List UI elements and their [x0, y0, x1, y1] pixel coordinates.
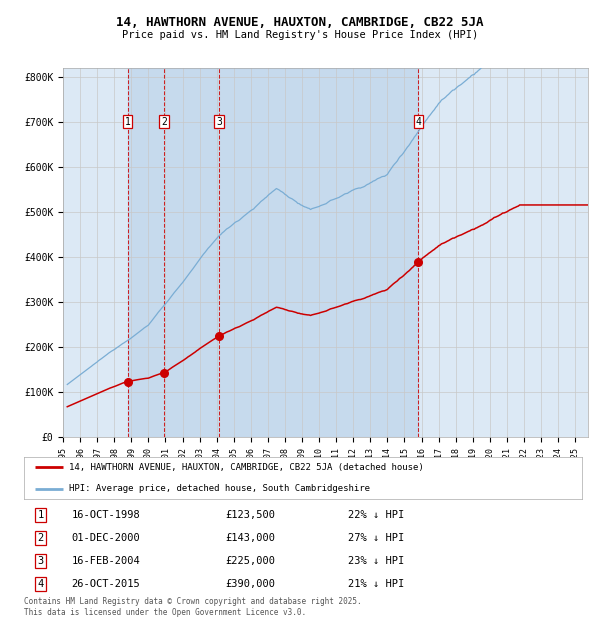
Text: 14, HAWTHORN AVENUE, HAUXTON, CAMBRIDGE, CB22 5JA: 14, HAWTHORN AVENUE, HAUXTON, CAMBRIDGE,… — [116, 17, 484, 29]
Bar — [128, 68, 418, 437]
Text: This data is licensed under the Open Government Licence v3.0.: This data is licensed under the Open Gov… — [24, 608, 306, 617]
Text: 2: 2 — [38, 533, 44, 543]
Text: 21% ↓ HPI: 21% ↓ HPI — [347, 579, 404, 589]
Text: 22% ↓ HPI: 22% ↓ HPI — [347, 510, 404, 520]
Text: Price paid vs. HM Land Registry's House Price Index (HPI): Price paid vs. HM Land Registry's House … — [122, 30, 478, 40]
Text: £143,000: £143,000 — [225, 533, 275, 543]
Text: 16-OCT-1998: 16-OCT-1998 — [71, 510, 140, 520]
Text: 4: 4 — [416, 117, 421, 126]
Text: 23% ↓ HPI: 23% ↓ HPI — [347, 556, 404, 566]
Text: Contains HM Land Registry data © Crown copyright and database right 2025.: Contains HM Land Registry data © Crown c… — [24, 597, 362, 606]
Text: 16-FEB-2004: 16-FEB-2004 — [71, 556, 140, 566]
Text: HPI: Average price, detached house, South Cambridgeshire: HPI: Average price, detached house, Sout… — [68, 484, 370, 493]
Text: 26-OCT-2015: 26-OCT-2015 — [71, 579, 140, 589]
Text: £225,000: £225,000 — [225, 556, 275, 566]
Text: 3: 3 — [38, 556, 44, 566]
Text: 4: 4 — [38, 579, 44, 589]
Text: 01-DEC-2000: 01-DEC-2000 — [71, 533, 140, 543]
Text: 2: 2 — [161, 117, 167, 126]
Text: 1: 1 — [38, 510, 44, 520]
Text: £390,000: £390,000 — [225, 579, 275, 589]
Text: 27% ↓ HPI: 27% ↓ HPI — [347, 533, 404, 543]
Text: £123,500: £123,500 — [225, 510, 275, 520]
Text: 3: 3 — [216, 117, 222, 126]
Text: 1: 1 — [125, 117, 131, 126]
Text: 14, HAWTHORN AVENUE, HAUXTON, CAMBRIDGE, CB22 5JA (detached house): 14, HAWTHORN AVENUE, HAUXTON, CAMBRIDGE,… — [68, 463, 424, 472]
